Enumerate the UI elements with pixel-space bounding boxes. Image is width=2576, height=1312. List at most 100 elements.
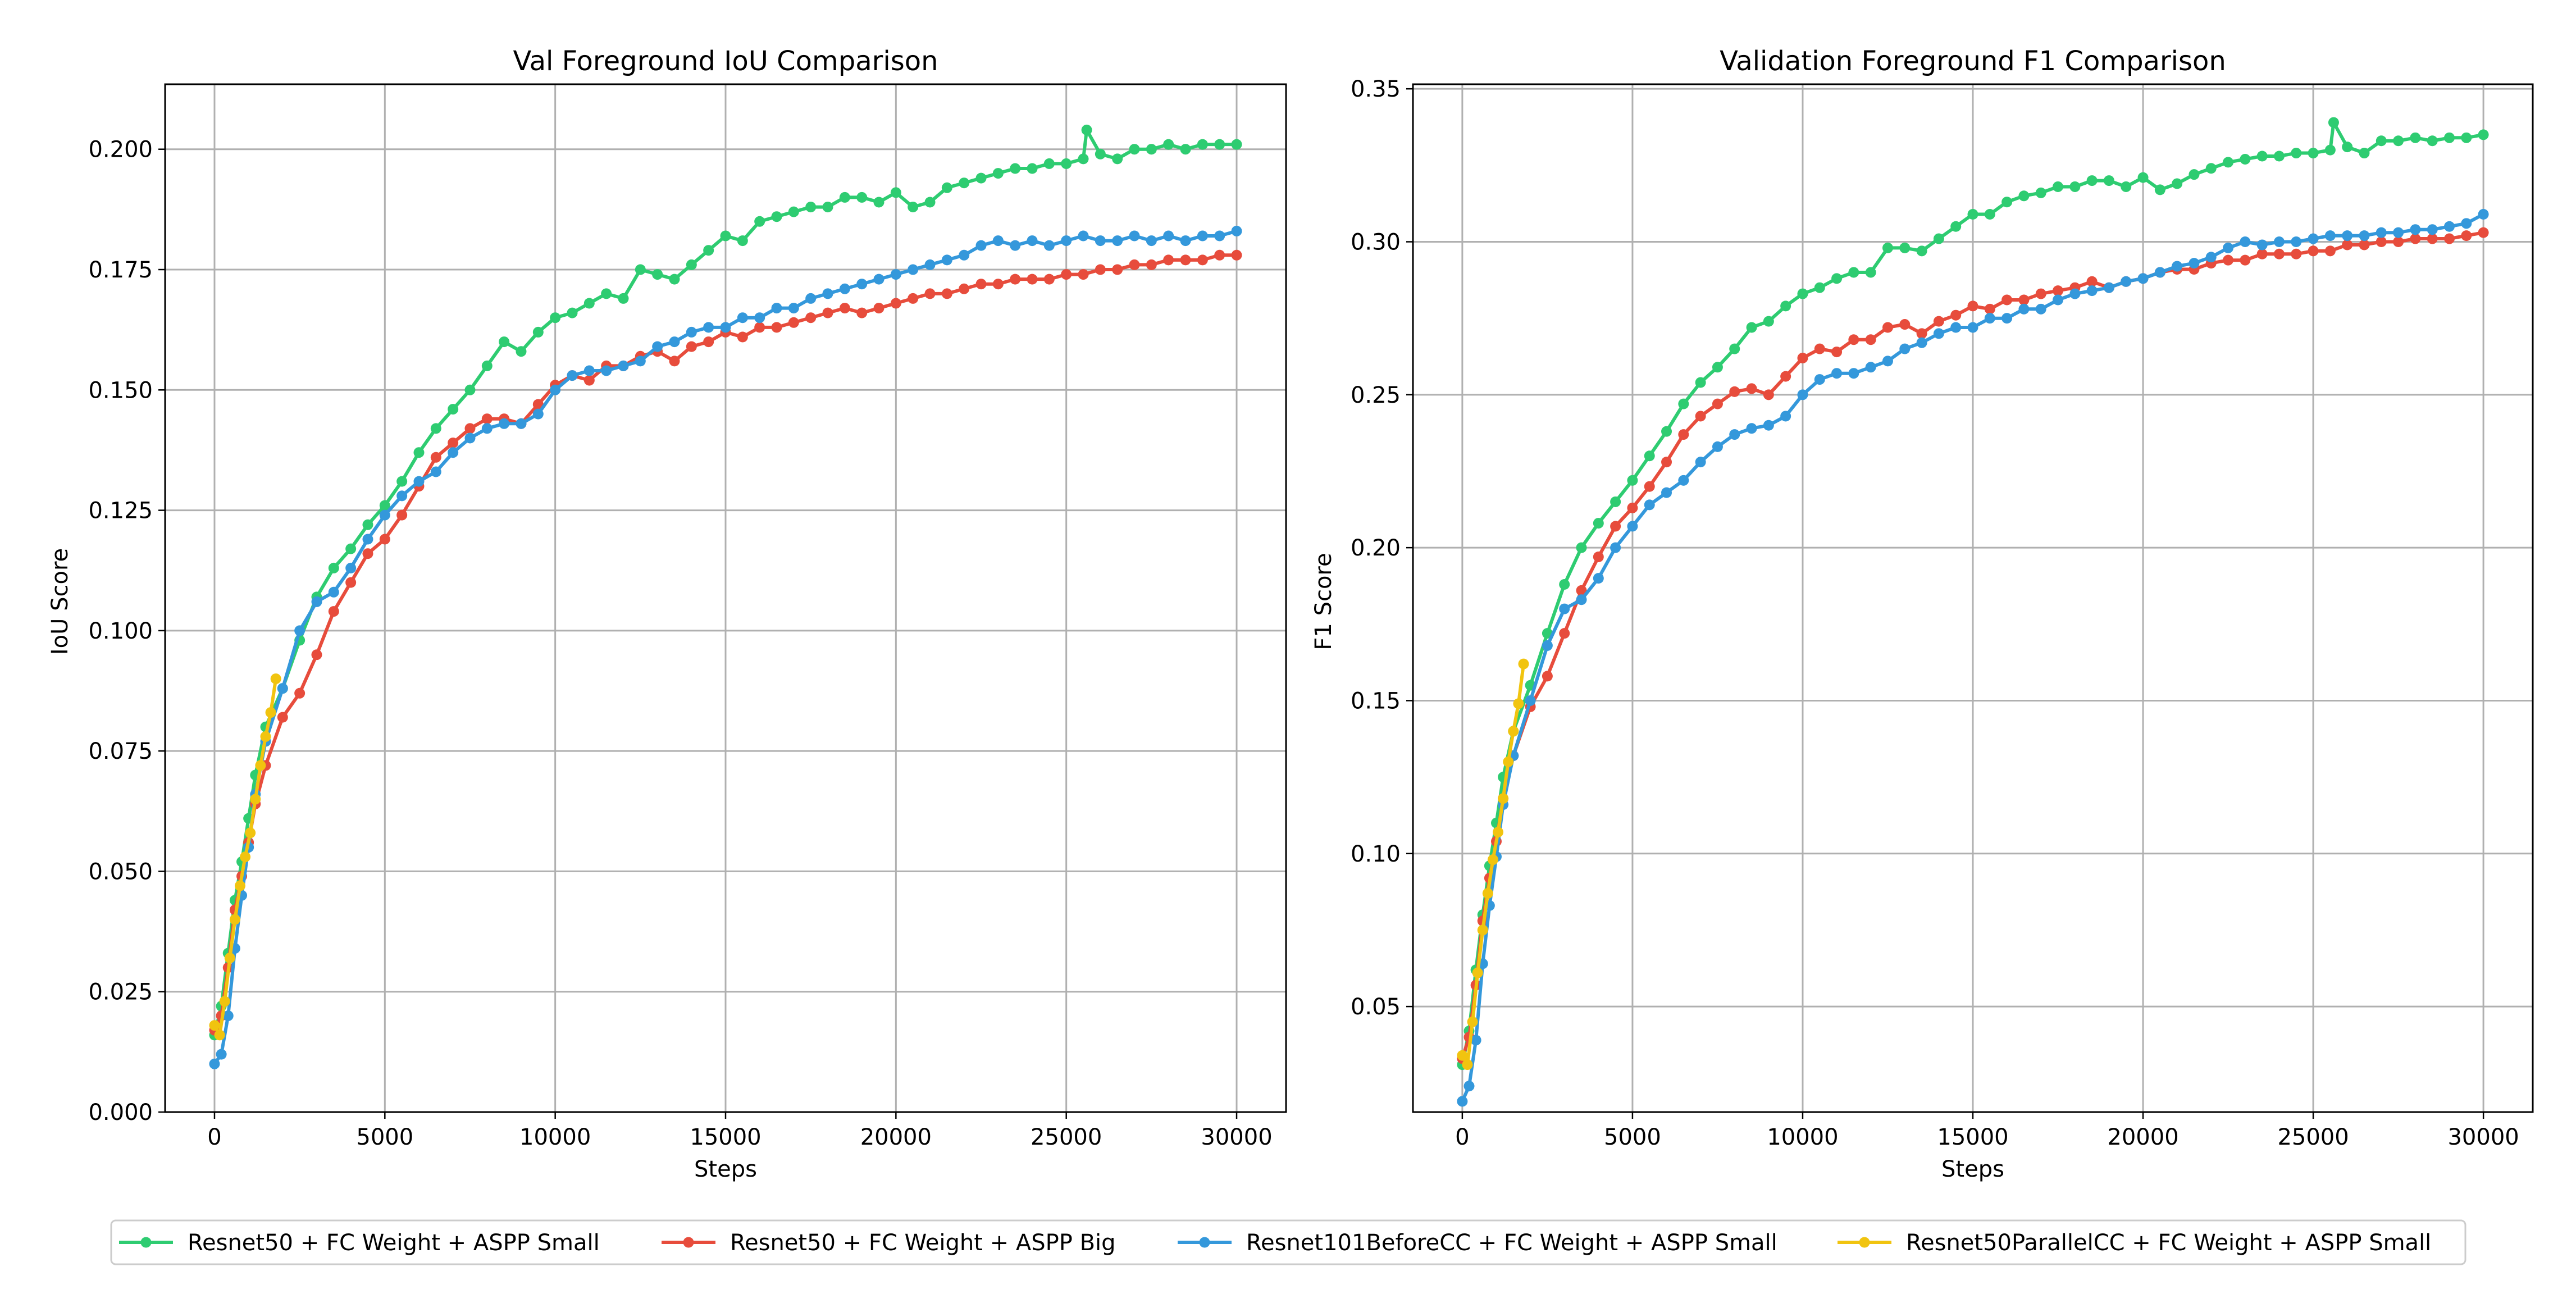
data-point [362, 548, 373, 559]
data-point [2308, 148, 2319, 159]
x-tick-label: 25000 [1031, 1124, 1102, 1150]
data-point [686, 341, 697, 352]
data-point [908, 264, 919, 275]
data-point [771, 303, 782, 314]
data-point [1180, 254, 1191, 266]
data-point [941, 254, 952, 266]
data-point [2359, 239, 2370, 250]
data-point [1678, 429, 1689, 440]
data-point [379, 534, 390, 545]
legend-marker [1199, 1237, 1210, 1248]
data-point [924, 288, 936, 299]
data-point [856, 279, 868, 290]
data-point [265, 707, 276, 718]
y-axis-label: IoU Score [47, 548, 73, 655]
data-point [2324, 230, 2336, 242]
data-point [430, 466, 441, 477]
legend-label: Resnet50ParallelCC + FC Weight + ASPP Sm… [1906, 1230, 2431, 1256]
data-point [1095, 235, 1106, 247]
data-point [873, 274, 884, 285]
data-point [216, 1049, 227, 1060]
data-point [1593, 573, 1604, 584]
data-point [379, 500, 390, 511]
data-point [1644, 481, 1655, 492]
data-point [805, 312, 817, 324]
data-point [1797, 352, 1808, 363]
data-point [1627, 475, 1638, 486]
data-point [516, 418, 527, 429]
plot-frame [164, 83, 1287, 1113]
data-point [1112, 264, 1123, 275]
data-point [2103, 175, 2114, 186]
data-point [209, 1020, 220, 1031]
data-point [652, 341, 663, 352]
data-point [1061, 158, 1072, 169]
data-point [2035, 187, 2046, 198]
data-point [328, 606, 339, 617]
data-point [1661, 426, 1672, 437]
data-point [2154, 267, 2165, 278]
data-point [345, 543, 357, 554]
data-point [2035, 288, 2046, 299]
data-point [1882, 356, 1893, 367]
data-point [1457, 1096, 1468, 1107]
data-point [1967, 322, 1978, 333]
data-point [583, 375, 595, 386]
data-point [1746, 383, 1757, 394]
data-point [1610, 521, 1621, 532]
data-point [1712, 362, 1723, 373]
data-point [362, 519, 373, 530]
data-point [328, 586, 339, 598]
data-point [2410, 233, 2421, 244]
x-tick-label: 30000 [2447, 1124, 2519, 1150]
x-tick-label: 15000 [1937, 1124, 2008, 1150]
data-point [1763, 316, 1774, 327]
data-point [1470, 1035, 1481, 1046]
data-point [1814, 374, 1825, 385]
data-point [771, 322, 782, 333]
data-point [856, 307, 868, 318]
data-point [1627, 521, 1638, 532]
data-point [2376, 236, 2387, 247]
plot-frame [1412, 83, 2534, 1113]
data-point [222, 1010, 234, 1022]
data-point [277, 712, 288, 723]
data-point [703, 322, 714, 333]
data-point [2410, 224, 2421, 235]
data-point [234, 880, 245, 891]
data-point [1916, 245, 1927, 257]
data-point [941, 288, 952, 299]
data-point [2256, 248, 2268, 259]
data-point [516, 346, 527, 357]
y-tick-label: 0.000 [88, 1100, 153, 1126]
data-point [532, 408, 544, 420]
data-point [1984, 313, 1995, 324]
data-point [430, 452, 441, 463]
data-point [209, 1058, 220, 1069]
series-0 [1457, 117, 2489, 1070]
data-point [992, 235, 1004, 247]
data-point [1197, 254, 1208, 266]
data-point [2240, 254, 2251, 266]
data-point [1559, 603, 1570, 614]
data-point [652, 269, 663, 280]
legend-label: Resnet50 + FC Weight + ASPP Big [730, 1230, 1116, 1256]
data-point [1163, 254, 1174, 266]
y-tick-label: 0.125 [88, 498, 153, 524]
data-point [567, 307, 578, 318]
legend-label: Resnet101BeforeCC + FC Weight + ASPP Sma… [1246, 1230, 1777, 1256]
data-point [1081, 124, 1092, 135]
data-point [1984, 208, 1995, 220]
data-point [1559, 578, 1570, 590]
x-axis-label: Steps [1941, 1156, 2004, 1182]
data-point [2324, 144, 2336, 156]
series-3 [1457, 658, 1529, 1070]
data-point [311, 649, 322, 660]
data-point [2240, 236, 2251, 247]
data-point [1487, 854, 1498, 865]
data-point [464, 423, 476, 434]
data-point [1010, 163, 1021, 174]
data-point [448, 438, 459, 449]
y-tick-label: 0.200 [88, 137, 153, 163]
